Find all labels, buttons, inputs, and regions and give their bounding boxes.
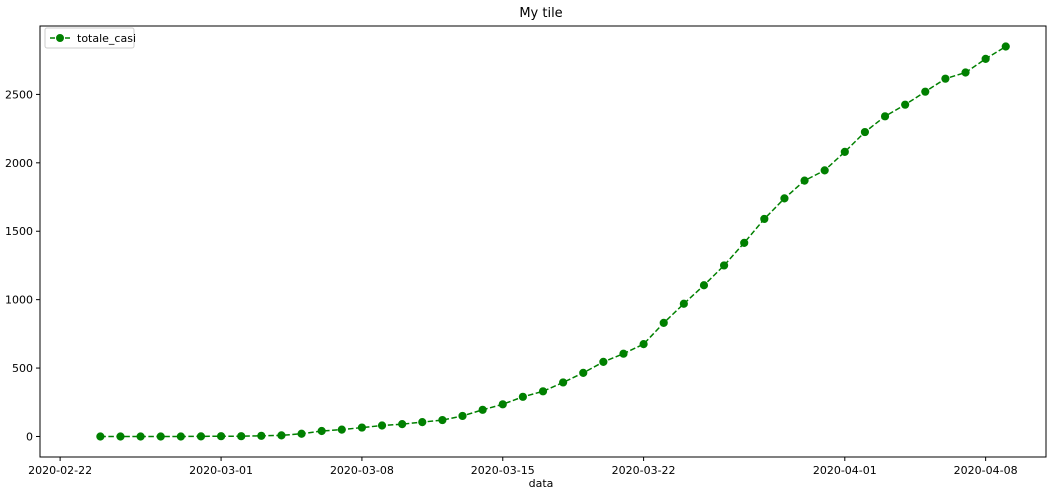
x-axis: 2020-02-22 2020-03-01 2020-03-08 2020-03-15…	[28, 457, 1018, 477]
data-point	[941, 74, 950, 83]
data-point	[317, 426, 326, 436]
x-tick-label: 2020-02-22	[28, 464, 92, 477]
y-tick-label: 2500	[5, 88, 33, 101]
data-point	[699, 281, 709, 290]
data-point	[679, 299, 688, 308]
data-point	[921, 87, 930, 96]
data-point	[1001, 42, 1010, 51]
data-point	[559, 378, 568, 387]
data-point	[438, 415, 447, 425]
data-point	[176, 432, 185, 441]
data-point	[377, 421, 387, 430]
x-axis-title: data	[529, 477, 554, 490]
data-point	[599, 357, 608, 367]
data-point	[297, 429, 306, 438]
data-point	[337, 425, 346, 434]
data-point	[760, 214, 769, 224]
data-point	[840, 147, 849, 156]
data-point	[579, 368, 588, 377]
data-point	[961, 68, 970, 77]
data-point	[478, 405, 487, 414]
y-tick-label: 2000	[5, 157, 33, 170]
x-tick-label: 2020-03-08	[330, 464, 394, 477]
data-point	[257, 431, 266, 440]
data-point	[981, 54, 990, 63]
data-point	[518, 392, 527, 401]
data-point	[458, 411, 467, 421]
data-point	[901, 100, 910, 109]
data-point	[237, 432, 246, 441]
x-tick-label: 2020-03-15	[471, 464, 535, 477]
legend-label: totale_casi	[77, 32, 136, 45]
data-point	[659, 318, 668, 328]
data-point	[719, 261, 729, 270]
legend-box	[44, 27, 135, 49]
data-point	[196, 432, 206, 441]
data-point	[216, 432, 226, 441]
x-tick-label: 2020-04-01	[813, 464, 877, 477]
data-point	[96, 432, 105, 441]
data-point	[820, 166, 829, 175]
data-point	[357, 423, 367, 432]
data-point	[398, 420, 407, 429]
data-point	[800, 176, 809, 185]
data-point	[277, 431, 286, 440]
data-point	[619, 349, 628, 358]
y-tick-label: 500	[12, 362, 33, 375]
x-tick-label: 2020-03-22	[612, 464, 676, 477]
data-point	[740, 238, 749, 247]
y-tick-label: 1500	[5, 225, 33, 238]
plot-area	[96, 42, 1010, 441]
data-point	[136, 432, 145, 441]
y-axis: 0 500 1000 1500 2000 2500	[5, 88, 40, 443]
x-tick-label: 2020-04-08	[954, 464, 1018, 477]
x-tick-label: 2020-03-01	[189, 464, 253, 477]
series-line	[100, 45, 1007, 438]
legend-series-marker	[56, 34, 64, 42]
data-point	[498, 400, 507, 409]
data-point	[116, 432, 125, 441]
y-tick-label: 1000	[5, 294, 33, 307]
data-point	[639, 340, 648, 349]
chart-title: My tile	[519, 6, 562, 21]
axes-frame	[39, 25, 1047, 458]
data-point	[418, 418, 427, 427]
data-point	[156, 432, 165, 441]
data-point	[880, 112, 890, 121]
data-point	[860, 127, 870, 137]
data-point	[538, 387, 548, 396]
y-tick-label: 0	[26, 430, 33, 443]
data-point	[780, 194, 789, 203]
legend: totale_casi	[44, 27, 136, 49]
